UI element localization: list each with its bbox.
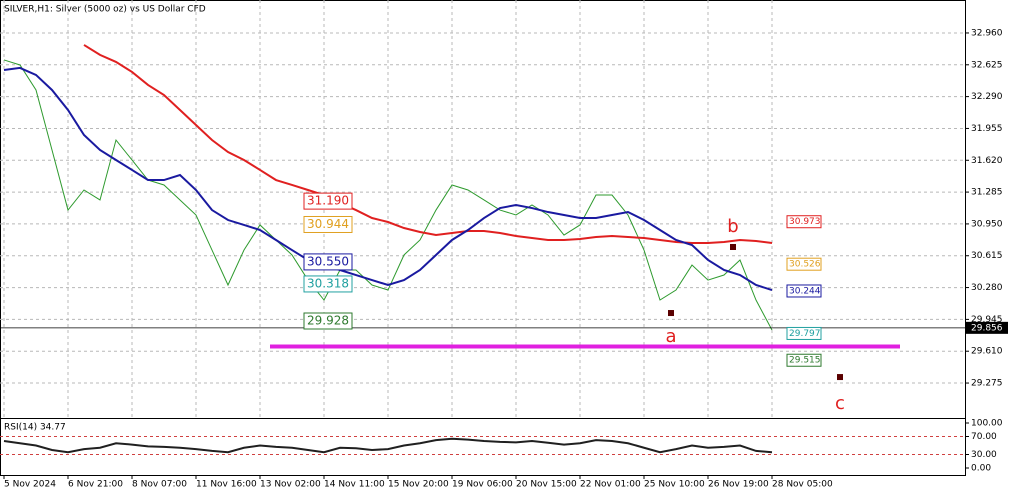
- level-box: [303, 215, 353, 233]
- x-tick-label: 28 Nov 05:00: [772, 480, 833, 490]
- level-box: [786, 215, 822, 229]
- y-tick-label: 31.285: [971, 188, 1003, 198]
- level-label: 29.928: [307, 314, 349, 328]
- current-price-label: 29.856: [971, 323, 1003, 333]
- y-tick-label: 32.625: [971, 60, 1003, 70]
- y-tick-label: 70.00: [971, 432, 997, 442]
- x-tick-label: 6 Nov 21:00: [68, 480, 123, 490]
- x-tick-label: 25 Nov 10:00: [644, 480, 705, 490]
- y-tick-label: 30.950: [971, 219, 1003, 229]
- level-box: [303, 253, 353, 271]
- series-line: [3, 66, 773, 291]
- x-tick-label: 26 Nov 19:00: [708, 480, 769, 490]
- series-line: [3, 59, 773, 331]
- y-tick-label: 29.610: [971, 347, 1003, 357]
- x-tick-label: 22 Nov 01:00: [580, 480, 641, 490]
- chart-title: SILVER,H1: Silver (5000 oz) vs US Dollar…: [4, 5, 206, 15]
- level-label: 29.515: [789, 356, 821, 366]
- level-label: 29.797: [789, 329, 821, 339]
- level-label: 30.944: [307, 217, 349, 231]
- y-tick-label: 32.960: [971, 28, 1003, 38]
- y-tick-label: 30.615: [971, 251, 1003, 261]
- x-tick-label: 13 Nov 02:00: [260, 480, 321, 490]
- wave-label: b: [727, 216, 738, 237]
- y-tick-label: 29.945: [971, 315, 1003, 325]
- level-box: [303, 192, 353, 210]
- series-line: [3, 437, 773, 454]
- y-tick-label: 100.00: [971, 419, 1003, 429]
- wave-point: [837, 374, 843, 381]
- wave-point: [730, 244, 736, 250]
- x-tick-label: 15 Nov 20:00: [388, 480, 449, 490]
- level-label: 30.973: [789, 217, 821, 227]
- y-tick-label: 30.280: [971, 283, 1003, 293]
- level-box: [303, 275, 353, 293]
- level-box: [786, 326, 822, 340]
- x-tick-label: 14 Nov 11:00: [324, 480, 385, 490]
- level-box: [786, 353, 822, 367]
- x-tick-label: 20 Nov 15:00: [516, 480, 577, 490]
- x-tick-label: 19 Nov 06:00: [452, 480, 513, 490]
- current-price-box: [966, 321, 1008, 334]
- plot-frame: [0, 0, 966, 476]
- series-line: [83, 44, 773, 245]
- x-tick-label: 5 Nov 2024: [4, 480, 56, 490]
- level-label: 30.244: [789, 286, 821, 296]
- y-tick-label: 30.00: [971, 450, 997, 460]
- y-tick-label: 32.290: [971, 92, 1003, 102]
- y-tick-label: 0.00: [971, 464, 991, 474]
- level-label: 30.318: [307, 276, 349, 290]
- y-tick-label: 31.620: [971, 156, 1003, 166]
- rsi-title: RSI(14) 34.77: [4, 423, 66, 433]
- level-label: 30.526: [789, 260, 821, 270]
- level-label: 30.550: [307, 254, 349, 268]
- x-tick-label: 8 Nov 07:00: [132, 480, 187, 490]
- wave-label: a: [665, 326, 676, 347]
- wave-label: c: [835, 393, 845, 414]
- y-tick-label: 29.275: [971, 379, 1003, 389]
- level-box: [786, 257, 822, 271]
- level-box: [786, 284, 822, 298]
- level-box: [303, 312, 353, 330]
- level-label: 31.190: [307, 194, 349, 208]
- y-tick-label: 31.955: [971, 124, 1003, 134]
- x-tick-label: 11 Nov 16:00: [196, 480, 257, 490]
- wave-point: [668, 310, 674, 317]
